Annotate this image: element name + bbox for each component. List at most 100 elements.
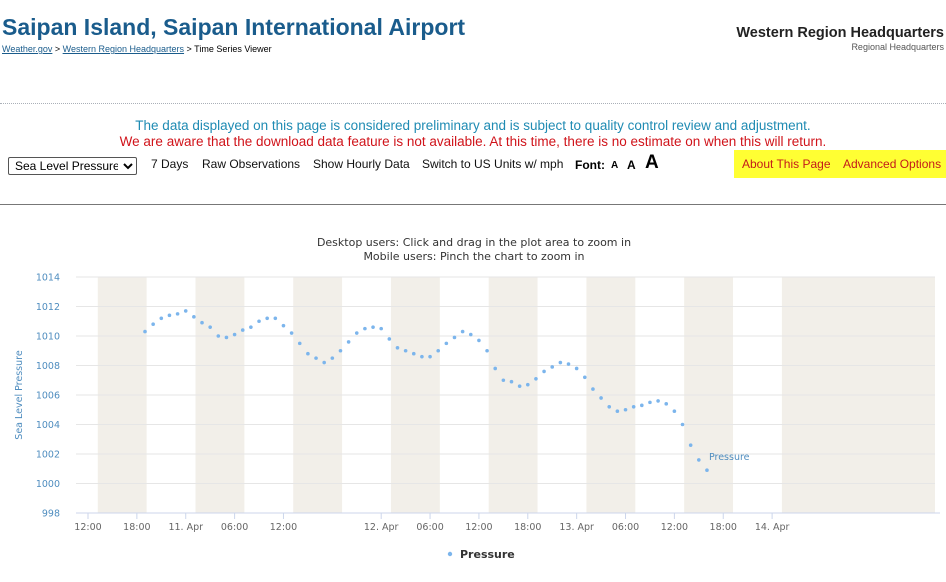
data-point <box>216 334 221 338</box>
toolbar: Sea Level Pressure 7 Days Raw Observatio… <box>0 150 946 178</box>
x-tick-label: 12:00 <box>465 522 492 533</box>
x-tick-label: 18:00 <box>123 522 150 533</box>
breadcrumb-current: Time Series Viewer <box>194 44 272 54</box>
pressure-chart[interactable]: Desktop users: Click and drag in the plo… <box>0 230 946 582</box>
dotted-divider <box>0 103 946 104</box>
data-point <box>656 399 660 403</box>
data-point <box>648 400 652 405</box>
data-point <box>314 356 318 360</box>
data-point <box>338 348 343 353</box>
x-tick-label: 14. Apr <box>755 522 790 533</box>
y-tick-label: 1008 <box>36 361 60 372</box>
divider <box>0 204 946 205</box>
data-point <box>672 409 677 414</box>
series-end-label: Pressure <box>709 452 750 463</box>
page-title: Saipan Island, Saipan International Airp… <box>2 14 466 40</box>
region-title: Western Region Headquarters <box>736 25 944 41</box>
raw-observations-link[interactable]: Raw Observations <box>202 157 301 171</box>
data-point <box>680 422 685 427</box>
data-point <box>403 348 408 353</box>
data-point <box>411 351 416 356</box>
data-point <box>151 322 155 326</box>
chart-subtitle-line-2: Mobile users: Pinch the chart to zoom in <box>363 250 584 263</box>
preliminary-data-notice: The data displayed on this page is consi… <box>135 118 811 133</box>
x-tick-label: 18:00 <box>514 522 541 533</box>
data-point <box>289 331 294 335</box>
data-point <box>387 337 392 341</box>
data-point <box>664 402 669 406</box>
font-label: Font: <box>575 158 605 172</box>
data-point <box>591 387 595 391</box>
data-point <box>200 320 204 325</box>
data-point <box>534 376 538 381</box>
data-point <box>297 341 302 346</box>
data-point <box>542 369 546 374</box>
pressure-series[interactable] <box>143 309 709 473</box>
x-axis-ticks: 12:00 18:00 11. Apr 06:00 12:00 12. Apr 06:00 1… <box>74 513 789 533</box>
help-options-highlight: About This Page Advanced Options <box>734 150 946 178</box>
seven-days-link[interactable]: 7 Days <box>151 157 189 171</box>
data-point <box>379 326 383 331</box>
data-point <box>167 313 172 318</box>
data-point <box>558 360 563 365</box>
data-point <box>501 378 506 383</box>
data-point <box>485 348 489 353</box>
breadcrumb: Weather.gov > Western Region Headquarter… <box>2 44 272 54</box>
data-point <box>697 458 701 462</box>
data-point <box>363 326 367 331</box>
download-unavailable-notice: We are aware that the download data feat… <box>119 134 827 149</box>
breadcrumb-separator: > <box>52 44 63 54</box>
data-point <box>509 379 514 384</box>
data-point <box>346 340 351 344</box>
breadcrumb-region-link[interactable]: Western Region Headquarters <box>62 44 185 54</box>
data-point <box>436 348 441 353</box>
variable-select[interactable]: Sea Level Pressure <box>8 157 137 175</box>
y-tick-label: 1010 <box>36 332 60 343</box>
breadcrumb-home-link[interactable]: Weather.gov <box>2 44 53 54</box>
data-point <box>175 312 180 316</box>
font-small-button[interactable]: A <box>611 160 619 171</box>
region-subtitle: Regional Headquarters <box>851 42 944 52</box>
data-point <box>615 409 620 414</box>
legend[interactable]: Pressure <box>447 548 515 561</box>
advanced-options-link[interactable]: Advanced Options <box>843 157 942 171</box>
y-tick-label: 1004 <box>36 420 60 431</box>
x-tick-label: 12:00 <box>270 522 297 533</box>
y-tick-label: 1000 <box>36 479 60 490</box>
data-point <box>281 323 286 328</box>
data-point <box>354 331 359 335</box>
y-tick-label: 1012 <box>36 302 60 313</box>
chart-subtitle-line-1: Desktop users: Click and drag in the plo… <box>317 236 631 249</box>
data-point <box>477 338 481 343</box>
data-point <box>582 375 587 380</box>
show-hourly-data-link[interactable]: Show Hourly Data <box>313 157 410 171</box>
font-large-button[interactable]: A <box>645 152 659 173</box>
font-medium-button[interactable]: A <box>627 158 636 172</box>
y-axis-label: Sea Level Pressure <box>14 350 25 440</box>
data-point <box>566 362 571 366</box>
data-point <box>493 366 498 371</box>
x-tick-label: 13. Apr <box>559 522 594 533</box>
about-this-page-link[interactable]: About This Page <box>742 157 831 171</box>
x-tick-label: 06:00 <box>612 522 639 533</box>
switch-units-link[interactable]: Switch to US Units w/ mph <box>422 157 564 171</box>
x-tick-label: 12. Apr <box>364 522 399 533</box>
legend-marker <box>447 551 453 557</box>
x-tick-label: 12:00 <box>661 522 688 533</box>
data-point <box>273 316 278 321</box>
x-tick-label: 12:00 <box>74 522 101 533</box>
data-point <box>640 403 644 408</box>
y-axis-ticks: 998 1000 1002 1004 1006 1008 1010 1012 1014 <box>36 273 60 520</box>
data-point <box>183 309 188 313</box>
breadcrumb-separator: > <box>184 44 195 54</box>
data-point <box>371 325 375 329</box>
y-tick-label: 1002 <box>36 450 60 461</box>
legend-label[interactable]: Pressure <box>460 548 515 561</box>
data-point <box>688 443 693 447</box>
data-point <box>330 356 335 360</box>
x-tick-label: 11. Apr <box>168 522 203 533</box>
data-point <box>599 396 603 400</box>
data-point <box>257 319 261 324</box>
data-point <box>452 335 457 340</box>
data-point <box>265 316 269 321</box>
